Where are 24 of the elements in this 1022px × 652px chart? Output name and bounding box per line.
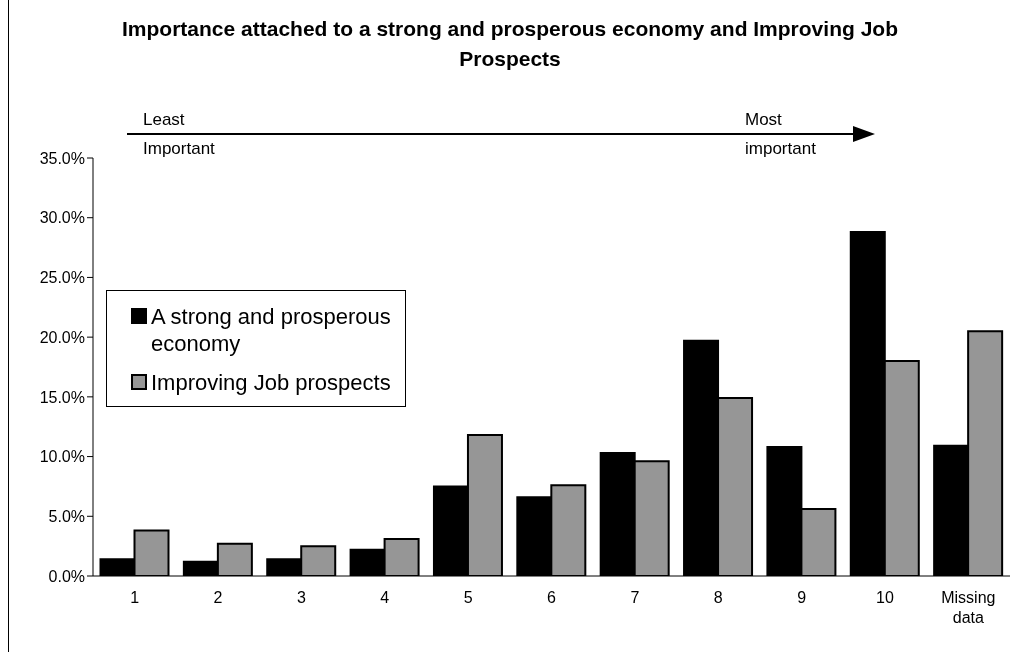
x-tick-label: 2 — [212, 588, 224, 608]
x-tick-label: Missing data — [940, 588, 997, 628]
legend-label: A strong and prosperous economy — [151, 303, 392, 357]
x-tick-label: 1 — [129, 588, 141, 608]
x-tick-label: 5 — [462, 588, 474, 608]
x-tick-label: 7 — [629, 588, 641, 608]
x-tick-label: 8 — [712, 588, 724, 608]
x-tick-label: 10 — [875, 588, 895, 608]
annotation: Least Important — [143, 109, 216, 160]
y-tick-label: 30.0% — [39, 209, 85, 227]
x-tick-label: 3 — [295, 588, 307, 608]
y-tick-label: 25.0% — [39, 269, 85, 287]
y-tick-label: 15.0% — [39, 388, 85, 406]
legend-label: Improving Job prospects — [151, 369, 391, 396]
x-tick-label: 4 — [379, 588, 391, 608]
chart-title: Importance attached to a strong and prosperous economy and Improving Job Prospects — [121, 16, 899, 72]
y-tick-label: 20.0% — [39, 328, 85, 346]
x-tick-label: 9 — [796, 588, 808, 608]
y-tick-label: 5.0% — [48, 507, 85, 525]
y-tick-label: 35.0% — [39, 149, 85, 167]
x-tick-label: 6 — [546, 588, 557, 608]
annotation: Most important — [745, 109, 817, 160]
y-tick-label: 0.0% — [48, 567, 85, 585]
y-tick-label: 10.0% — [39, 448, 85, 466]
